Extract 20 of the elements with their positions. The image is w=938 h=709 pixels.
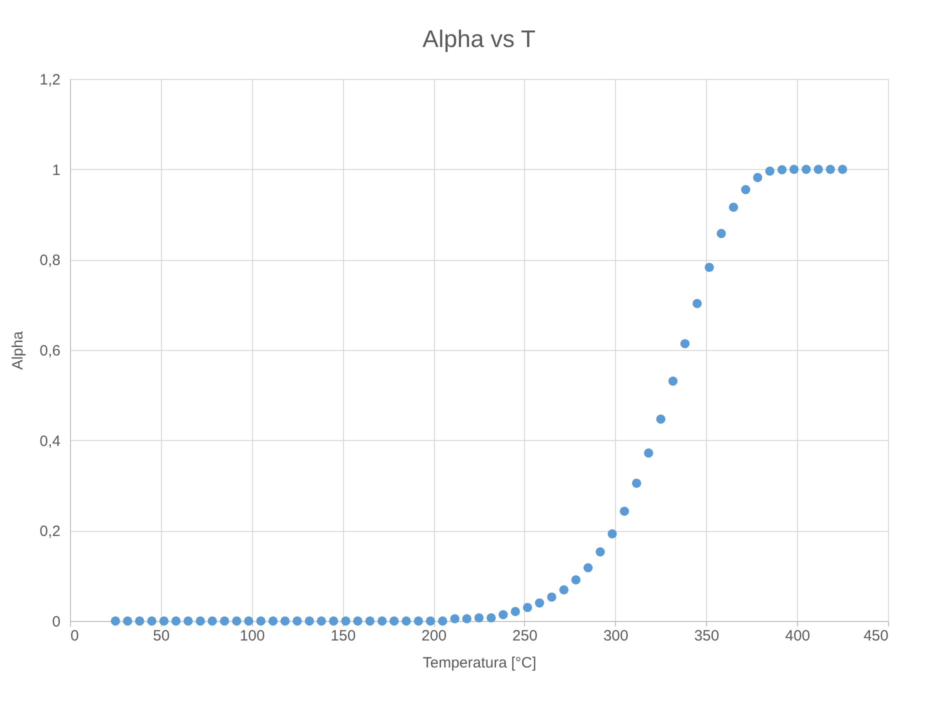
x-tick-label: 50 (153, 628, 170, 644)
x-axis-title: Temperatura [°C] (422, 654, 536, 672)
x-tick-label: 400 (785, 628, 810, 644)
x-tick-label: 450 (863, 628, 888, 644)
x-tick-label: 0 (70, 628, 79, 644)
chart-title: Alpha vs T (422, 26, 536, 53)
y-tick-label: 0,4 (40, 432, 60, 450)
x-tick-label: 350 (694, 628, 720, 644)
x-tick-label: 100 (240, 628, 265, 644)
x-tick-label: 150 (330, 628, 356, 644)
x-tick-label: 300 (603, 628, 628, 644)
y-axis-title: Alpha (10, 330, 27, 370)
y-tick-label: 0,2 (40, 523, 60, 540)
y-tick-label: 1 (52, 162, 60, 179)
y-tick-label: 0,6 (40, 342, 60, 360)
x-tick-label: 200 (422, 628, 447, 644)
x-tick-label: 250 (512, 628, 538, 644)
y-tick-label: 1,2 (40, 72, 60, 88)
y-tick-label: 0 (52, 614, 60, 630)
y-tick-label: 0,8 (40, 252, 60, 270)
